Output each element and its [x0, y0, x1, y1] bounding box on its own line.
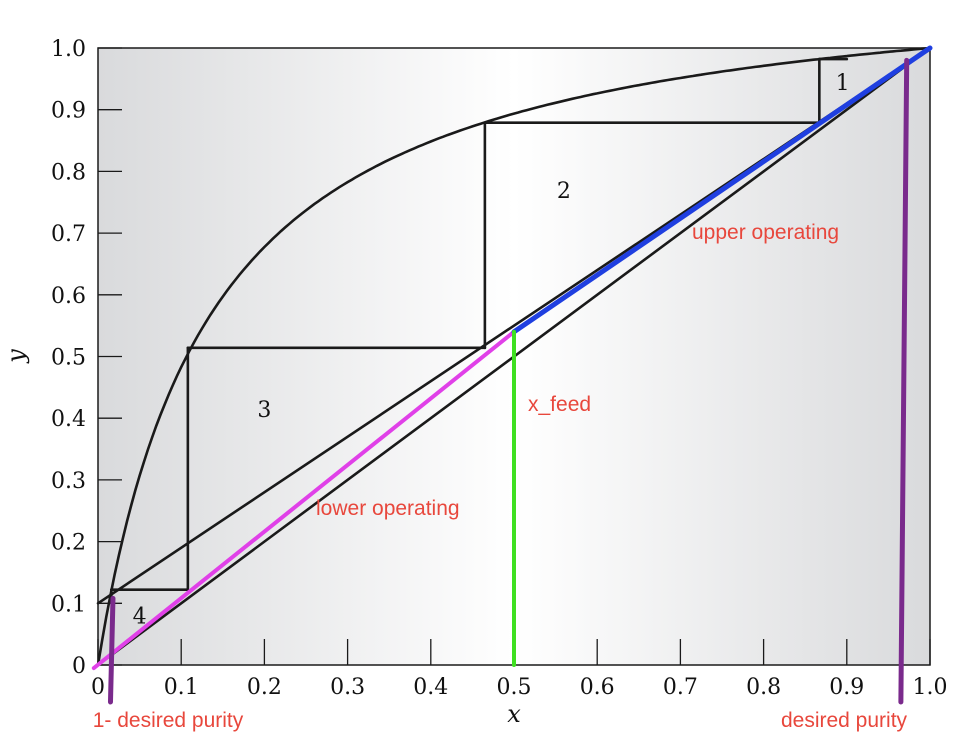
one-minus-purity-marker: [107, 595, 116, 705]
x-tick-label: 0.4: [413, 675, 448, 700]
x-tick-label: 0.1: [164, 675, 199, 700]
one-minus-desired-purity-label: 1- desired purity: [93, 709, 244, 732]
text-labels: upper operating lower operating x_feeddesi…: [93, 221, 908, 732]
stage-label-4: 4: [133, 605, 147, 630]
x-tick-label: 0.2: [247, 675, 282, 700]
y-axis-title: y: [2, 349, 30, 364]
y-tick-label: 0.2: [51, 531, 86, 556]
stage-label-2: 2: [557, 179, 571, 204]
desired-purity-marker: [898, 57, 910, 705]
equilibrium-curve: [96, 46, 931, 666]
axis-ticks: 0 0.1 0.2 0.3 0.4 0.5 0.6 0.7 0.8 0.9 1.0 0 0.1 0.2 0.…: [51, 37, 948, 700]
y-tick-label: 0: [72, 654, 86, 679]
colored-lines: [91, 45, 933, 705]
y-tick-label: 0.3: [51, 469, 86, 494]
x-tick-label: 0.9: [829, 675, 864, 700]
y-tick-label: 1.0: [51, 37, 86, 62]
upper-operating-label: upper operating: [692, 221, 839, 244]
y-tick-label: 0.5: [51, 346, 86, 371]
x-axis-title: x: [507, 700, 521, 728]
x-tick-label: 0.6: [580, 675, 615, 700]
stage-steps: 1 2 3 4: [110, 57, 850, 630]
stage-label-3: 3: [257, 398, 271, 423]
x-tick-label: 0.7: [663, 675, 698, 700]
lower-operating-label: lower operating: [316, 497, 460, 520]
y-tick-label: 0.6: [51, 284, 86, 309]
y-tick-label: 0.8: [51, 160, 86, 185]
x-tick-label: 0.5: [497, 675, 532, 700]
desired-purity-label: desired purity: [781, 709, 908, 732]
y-tick-label: 0.7: [51, 222, 86, 247]
x-tick-label: 0.8: [746, 675, 781, 700]
stage-label-1: 1: [836, 71, 850, 96]
x-tick-label: 0: [91, 675, 105, 700]
lower-operating-line: [91, 329, 516, 671]
x-feed-label: x_feed: [528, 393, 591, 416]
x-tick-label: 0.3: [330, 675, 365, 700]
upper-operating-line: [511, 45, 933, 335]
x-tick-label: 1.0: [913, 675, 948, 700]
y-tick-label: 0.4: [51, 407, 86, 432]
y-tick-label: 0.9: [51, 99, 86, 124]
y-tick-label: 0.1: [51, 592, 86, 617]
